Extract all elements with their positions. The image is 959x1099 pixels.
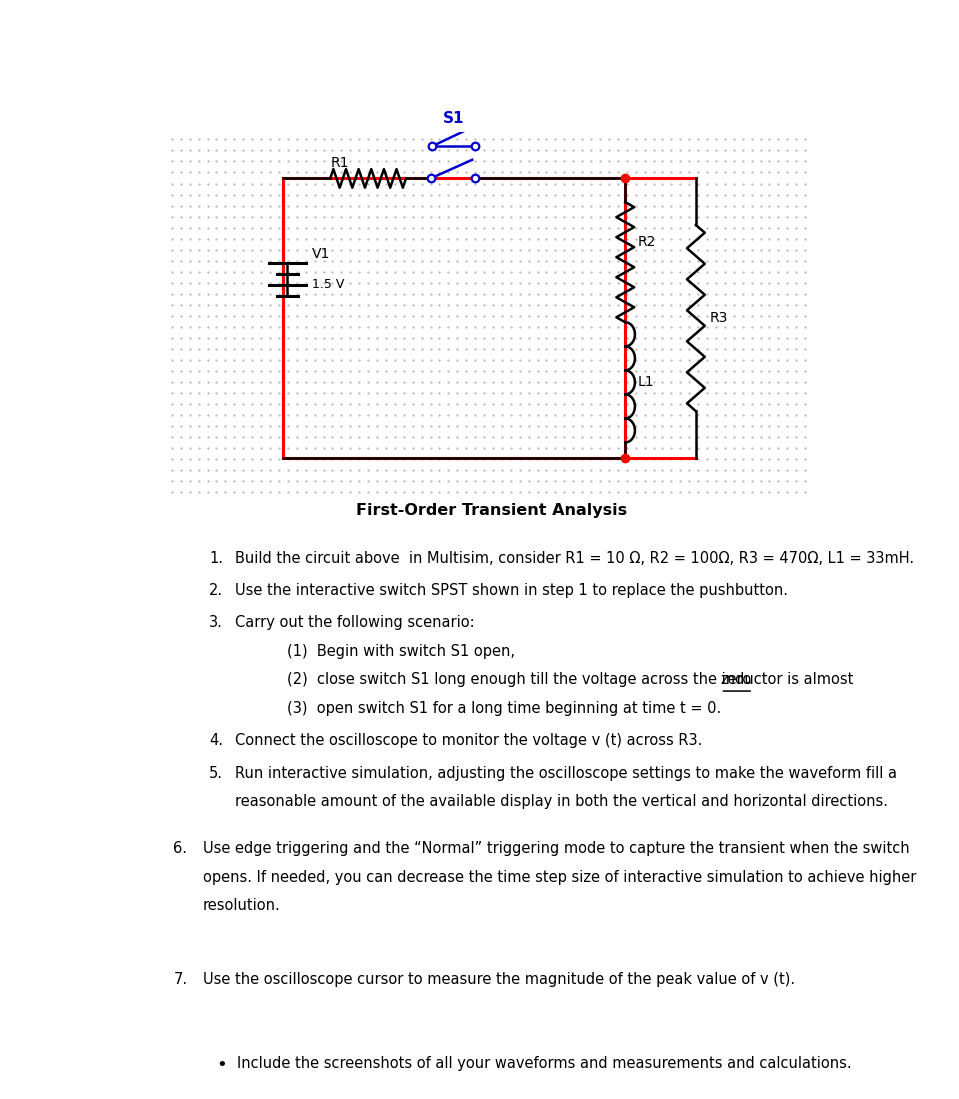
Text: 3.: 3. bbox=[209, 615, 222, 630]
Text: L1: L1 bbox=[637, 376, 654, 389]
Text: Connect the oscilloscope to monitor the voltage v (t) across R3.: Connect the oscilloscope to monitor the … bbox=[235, 733, 702, 748]
Text: Use the interactive switch SPST shown in step 1 to replace the pushbutton.: Use the interactive switch SPST shown in… bbox=[235, 582, 788, 598]
Text: opens. If needed, you can decrease the time step size of interactive simulation : opens. If needed, you can decrease the t… bbox=[203, 869, 917, 885]
Text: Use the oscilloscope cursor to measure the magnitude of the peak value of v (t).: Use the oscilloscope cursor to measure t… bbox=[203, 973, 795, 987]
Text: (3)  open switch S1 for a long time beginning at time t = 0.: (3) open switch S1 for a long time begin… bbox=[287, 701, 721, 717]
Text: First-Order Transient Analysis: First-Order Transient Analysis bbox=[356, 503, 627, 519]
Text: (2)  close switch S1 long enough till the voltage across the inductor is almost: (2) close switch S1 long enough till the… bbox=[287, 673, 858, 688]
Text: 7.: 7. bbox=[174, 973, 188, 987]
Bar bbox=[284, 178, 625, 457]
Text: R1: R1 bbox=[330, 156, 349, 170]
Text: Carry out the following scenario:: Carry out the following scenario: bbox=[235, 615, 475, 630]
Text: 5.: 5. bbox=[209, 766, 223, 780]
Text: Run interactive simulation, adjusting the oscilloscope settings to make the wave: Run interactive simulation, adjusting th… bbox=[235, 766, 897, 780]
Text: 6.: 6. bbox=[174, 841, 187, 856]
Text: Build the circuit above  in Multisim, consider R1 = 10 Ω, R2 = 100Ω, R3 = 470Ω, : Build the circuit above in Multisim, con… bbox=[235, 551, 914, 566]
Text: 4.: 4. bbox=[209, 733, 223, 748]
Text: Use edge triggering and the “Normal” triggering mode to capture the transient wh: Use edge triggering and the “Normal” tri… bbox=[203, 841, 910, 856]
Text: (1)  Begin with switch S1 open,: (1) Begin with switch S1 open, bbox=[287, 644, 515, 658]
Text: Include the screenshots of all your waveforms and measurements and calculations.: Include the screenshots of all your wave… bbox=[237, 1056, 852, 1072]
Text: 1.: 1. bbox=[209, 551, 223, 566]
Text: 1.5 V: 1.5 V bbox=[312, 278, 344, 291]
Text: V1: V1 bbox=[312, 247, 330, 262]
Text: R3: R3 bbox=[710, 311, 728, 325]
Text: 2.: 2. bbox=[209, 582, 223, 598]
Text: resolution.: resolution. bbox=[203, 899, 281, 913]
Text: zero: zero bbox=[720, 673, 752, 688]
Text: R2: R2 bbox=[637, 235, 656, 248]
Text: reasonable amount of the available display in both the vertical and horizontal d: reasonable amount of the available displ… bbox=[235, 795, 888, 809]
Text: •: • bbox=[217, 1056, 227, 1074]
Text: S1: S1 bbox=[443, 111, 464, 125]
